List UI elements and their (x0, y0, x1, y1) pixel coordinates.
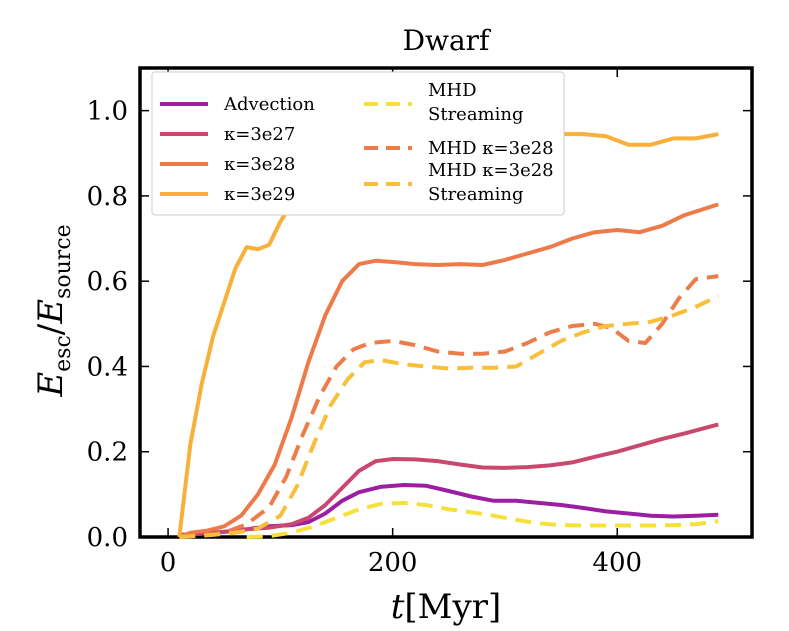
tick-layer: 0 200 400 0.0 0.2 0.4 0.6 0.8 1.0 (87, 68, 752, 578)
series-line-7 (179, 294, 720, 539)
legend-label: κ=3e29 (224, 184, 295, 205)
x-tick-label: 400 (592, 548, 642, 578)
legend-item: MHD κ=3e28 (364, 138, 554, 159)
x-tick-label: 200 (368, 548, 418, 578)
chart-title: Dwarf (403, 24, 492, 57)
series-line-5 (246, 500, 719, 539)
y-tick-label: 1.0 (87, 97, 128, 127)
y-tick-label: 0.2 (87, 438, 128, 468)
legend-box (151, 71, 565, 216)
legend-items: Advectionκ=3e27κ=3e28κ=3e29MHDStreamingM… (160, 80, 554, 205)
legend-label-line2: Streaming (428, 104, 524, 125)
legend-item: κ=3e29 (160, 184, 295, 205)
series-line-3 (178, 202, 719, 539)
legend-label: MHD κ=3e28 (428, 160, 554, 181)
y-tick-label: 0.4 (87, 352, 128, 382)
legend-item: MHD κ=3e28 Streaming (364, 160, 554, 205)
legend-item: Advection (160, 94, 315, 115)
x-axis-label: t[Myr] (391, 587, 501, 627)
y-tick-label: 0.6 (87, 267, 128, 297)
series-layer (177, 132, 720, 539)
legend-label: MHD (428, 80, 477, 101)
series-line-6 (179, 274, 719, 539)
legend-item: κ=3e28 (160, 154, 295, 175)
series-line-2 (179, 422, 719, 537)
svg-text:Eesc/Esource: Eesc/Esource (31, 224, 76, 397)
y-tick-label: 0.8 (87, 182, 128, 212)
legend: Advectionκ=3e27κ=3e28κ=3e29MHDStreamingM… (151, 71, 565, 216)
legend-item: MHD Streaming (364, 80, 524, 125)
y-axis-label: Eesc/Esource (31, 224, 76, 397)
y-tick-label: 0.0 (87, 523, 128, 553)
legend-label: Advection (223, 94, 315, 115)
x-tick-label: 0 (160, 548, 177, 578)
legend-item: κ=3e27 (160, 124, 295, 145)
legend-label: κ=3e27 (224, 124, 295, 145)
legend-label: MHD κ=3e28 (428, 138, 554, 159)
legend-label: κ=3e28 (224, 154, 295, 175)
legend-label-line2: Streaming (428, 184, 524, 205)
plot-frame (138, 66, 754, 539)
